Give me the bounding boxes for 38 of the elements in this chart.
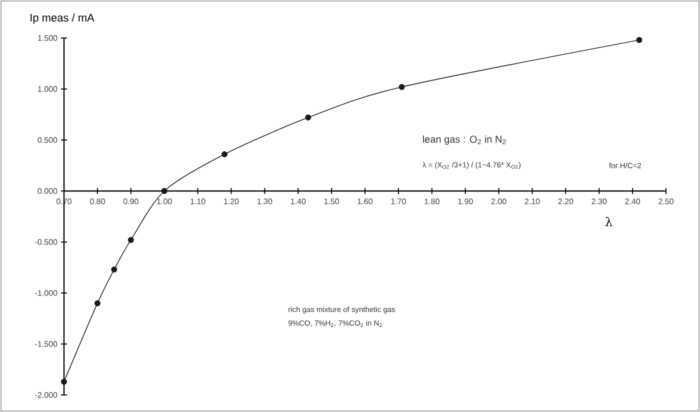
x-tick-label: 1.90: [458, 198, 473, 204]
y-tick-label: 1.500: [38, 35, 58, 41]
x-tick-label: 2.40: [625, 198, 640, 204]
point: [111, 266, 118, 273]
point: [305, 114, 312, 121]
x-tick-label: 2.20: [558, 198, 574, 204]
point: [222, 151, 228, 158]
x-tick-label: 1.00: [157, 198, 172, 204]
x-axis-title: λ: [606, 216, 612, 226]
point: [398, 84, 405, 90]
point: [94, 300, 100, 306]
x-tick-label: 1.30: [258, 198, 272, 204]
x-tick-label: 1.40: [290, 198, 306, 204]
y-tick-label: -1.000: [35, 290, 58, 296]
x-tick-label: 1.10: [190, 198, 206, 204]
x-tick-label: 2.10: [524, 198, 540, 204]
x-tick-label: 1.20: [224, 198, 239, 204]
y-tick-label: -1.500: [35, 341, 58, 347]
y-tick-label: -0.500: [35, 239, 58, 245]
y-tick-label: 0.500: [38, 137, 58, 143]
x-tick-label: 1.50: [324, 198, 340, 204]
point: [636, 37, 642, 44]
x-tick-label: 1.70: [391, 198, 406, 204]
x-tick-label: 0.90: [123, 198, 138, 204]
x-tick-label: 0.80: [90, 198, 105, 204]
point: [161, 188, 168, 194]
y-tick-label: 1.000: [38, 86, 58, 92]
x-tick-label: 2.50: [658, 198, 674, 204]
x-tick-label: 1.60: [358, 198, 372, 204]
y-tick-label: 0.000: [38, 188, 58, 194]
point: [128, 236, 134, 243]
point: [61, 378, 67, 385]
x-tick-label: 2.00: [491, 198, 506, 204]
x-tick-label: 2.30: [592, 198, 607, 204]
annotation: lean gas : O$_{2}$ in N$_{2}$: [423, 135, 506, 145]
y-axis-title: Ip meas / mA: [30, 14, 94, 24]
x-tick-label: 1.80: [424, 198, 440, 204]
y-tick-label: -2.000: [35, 392, 58, 398]
